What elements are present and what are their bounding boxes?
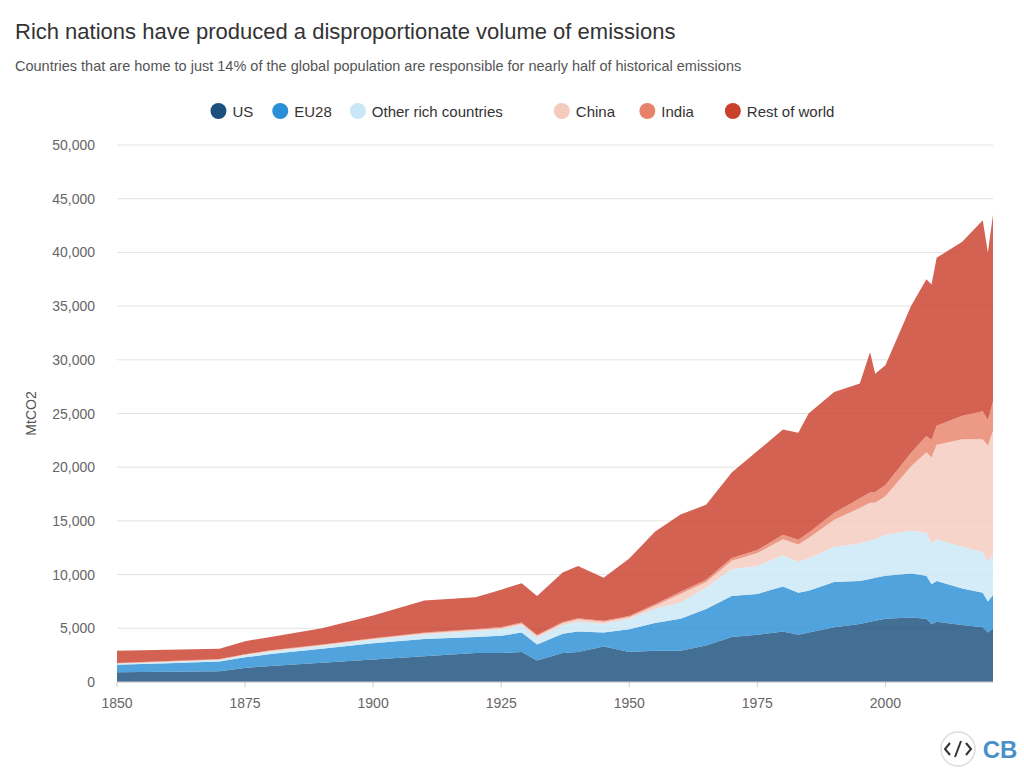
plot-area	[117, 215, 993, 682]
area-series	[117, 215, 993, 663]
legend: US EU28 Other rich countries China India Rest…	[210, 103, 834, 120]
grid-line	[117, 198, 993, 199]
x-tick-label: 1850	[101, 695, 132, 711]
x-axis-line	[117, 682, 993, 683]
legend-label: China	[576, 103, 616, 120]
logo-text: CB	[983, 736, 1018, 763]
x-tick	[373, 682, 374, 687]
logo: CB	[941, 732, 1017, 766]
x-tick-label: 1950	[614, 695, 645, 711]
x-tick	[757, 682, 758, 687]
legend-swatch	[639, 103, 655, 119]
x-tick-label: 1875	[229, 695, 260, 711]
x-tick-label: 1975	[742, 695, 773, 711]
legend-label: EU28	[294, 103, 332, 120]
x-tick-label: 1925	[486, 695, 517, 711]
legend-swatch	[350, 103, 366, 119]
grid-line	[117, 682, 993, 683]
y-axis-label: MtCO2	[23, 391, 39, 436]
legend-swatch	[272, 103, 288, 119]
x-tick	[245, 682, 246, 687]
grid-line	[117, 306, 993, 307]
legend-label: US	[232, 103, 253, 120]
y-tick-label: 10,000	[52, 567, 95, 583]
legend-swatch	[554, 103, 570, 119]
grid-line	[117, 145, 993, 146]
chart: Rich nations have produced a disproporti…	[0, 0, 1024, 782]
x-tick	[885, 682, 886, 687]
embed-icon-glyph	[945, 741, 971, 757]
x-tick	[117, 682, 118, 687]
y-tick-label: 5,000	[60, 620, 95, 636]
y-tick-label: 15,000	[52, 513, 95, 529]
grid-line	[117, 359, 993, 360]
y-tick-label: 25,000	[52, 406, 95, 422]
x-tick-label: 1900	[358, 695, 389, 711]
y-tick-label: 40,000	[52, 244, 95, 260]
y-tick-label: 0	[87, 674, 95, 690]
y-tick-label: 35,000	[52, 298, 95, 314]
x-tick	[629, 682, 630, 687]
legend-label: Rest of world	[747, 103, 835, 120]
y-tick-label: 45,000	[52, 191, 95, 207]
y-tick-label: 50,000	[52, 137, 95, 153]
x-tick-label: 2000	[870, 695, 901, 711]
x-tick	[501, 682, 502, 687]
subtitle: Countries that are home to just 14% of t…	[15, 58, 741, 74]
title: Rich nations have produced a disproporti…	[15, 19, 675, 44]
y-tick-label: 30,000	[52, 352, 95, 368]
grid-line	[117, 252, 993, 253]
legend-swatch	[210, 103, 226, 119]
legend-label: India	[661, 103, 694, 120]
embed-icon	[941, 732, 975, 766]
y-tick-label: 20,000	[52, 459, 95, 475]
legend-label: Other rich countries	[372, 103, 503, 120]
legend-swatch	[725, 103, 741, 119]
